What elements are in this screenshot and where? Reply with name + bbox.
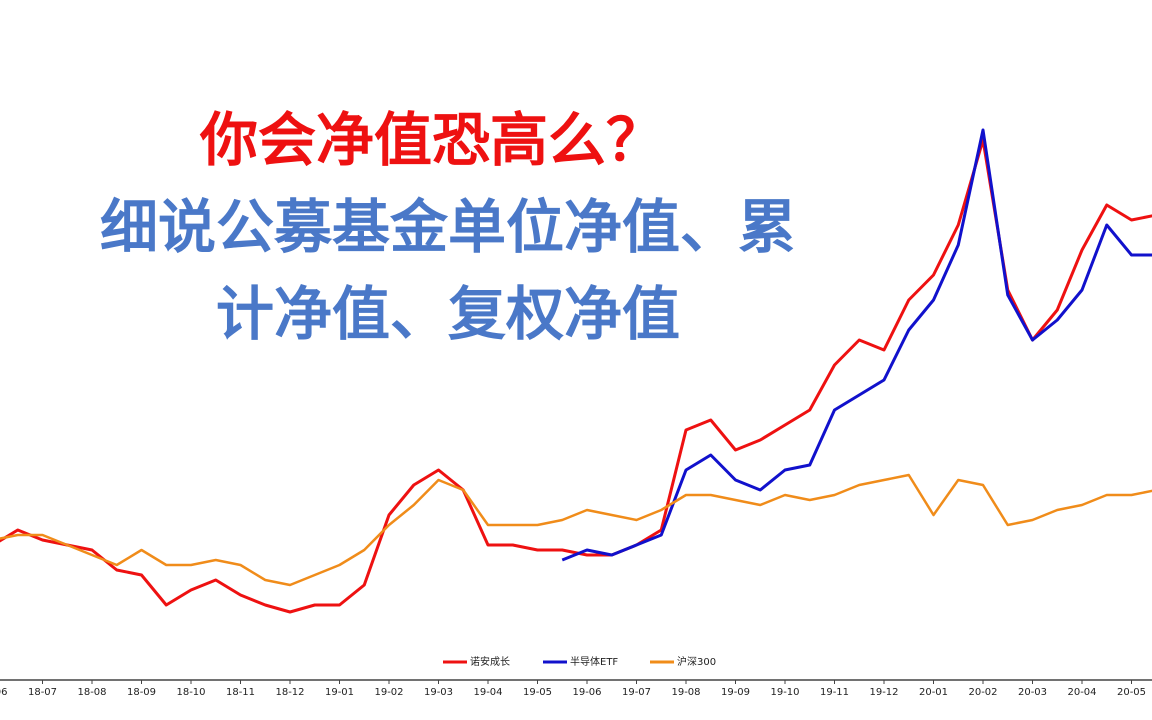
x-tick-label: 19-08 <box>671 687 700 698</box>
x-tick-label: 20-05 <box>1117 687 1146 698</box>
legend-label: 半导体ETF <box>570 655 618 668</box>
legend-label: 沪深300 <box>677 655 716 668</box>
x-tick-label: 20-02 <box>968 687 997 698</box>
x-tick-label: 18-11 <box>226 687 255 698</box>
legend-label: 诺安成长 <box>470 655 510 668</box>
x-tick-label: 19-07 <box>622 687 651 698</box>
x-tick-label: 18-07 <box>28 687 57 698</box>
series-line <box>561 128 1152 562</box>
x-tick-label: 19-09 <box>721 687 750 698</box>
x-tick-label: 20-04 <box>1067 687 1096 698</box>
x-tick-label: 18-10 <box>176 687 205 698</box>
x-tick-label: 18-08 <box>77 687 106 698</box>
series-line <box>0 138 1152 614</box>
series-line <box>0 473 1152 587</box>
x-tick-label: 18-06 <box>0 687 8 698</box>
x-tick-label: 20-03 <box>1018 687 1047 698</box>
x-tick-label: 19-04 <box>473 687 502 698</box>
x-tick-label: 19-03 <box>424 687 453 698</box>
x-tick-label: 20-01 <box>919 687 948 698</box>
x-tick-label: 19-01 <box>325 687 354 698</box>
chart-subtitle: 细说公募基金单位净值、累 <box>100 193 796 261</box>
x-tick-label: 19-12 <box>869 687 898 698</box>
plot-area: 18-06 18-07 18-08 18-09 18-10 18-11 18-12 19-01… <box>0 128 1152 698</box>
x-tick-label: 18-12 <box>275 687 304 698</box>
chart-subtitle: 计净值、复权净值 <box>216 280 680 348</box>
x-tick-label: 19-05 <box>523 687 552 698</box>
x-tick-label: 19-10 <box>770 687 799 698</box>
chart-title: 你会净值恐高么？ <box>199 106 664 174</box>
x-tick-label: 18-09 <box>127 687 156 698</box>
x-tick-label: 19-06 <box>572 687 601 698</box>
x-tick-label: 19-11 <box>820 687 849 698</box>
x-tick-label: 19-02 <box>374 687 403 698</box>
